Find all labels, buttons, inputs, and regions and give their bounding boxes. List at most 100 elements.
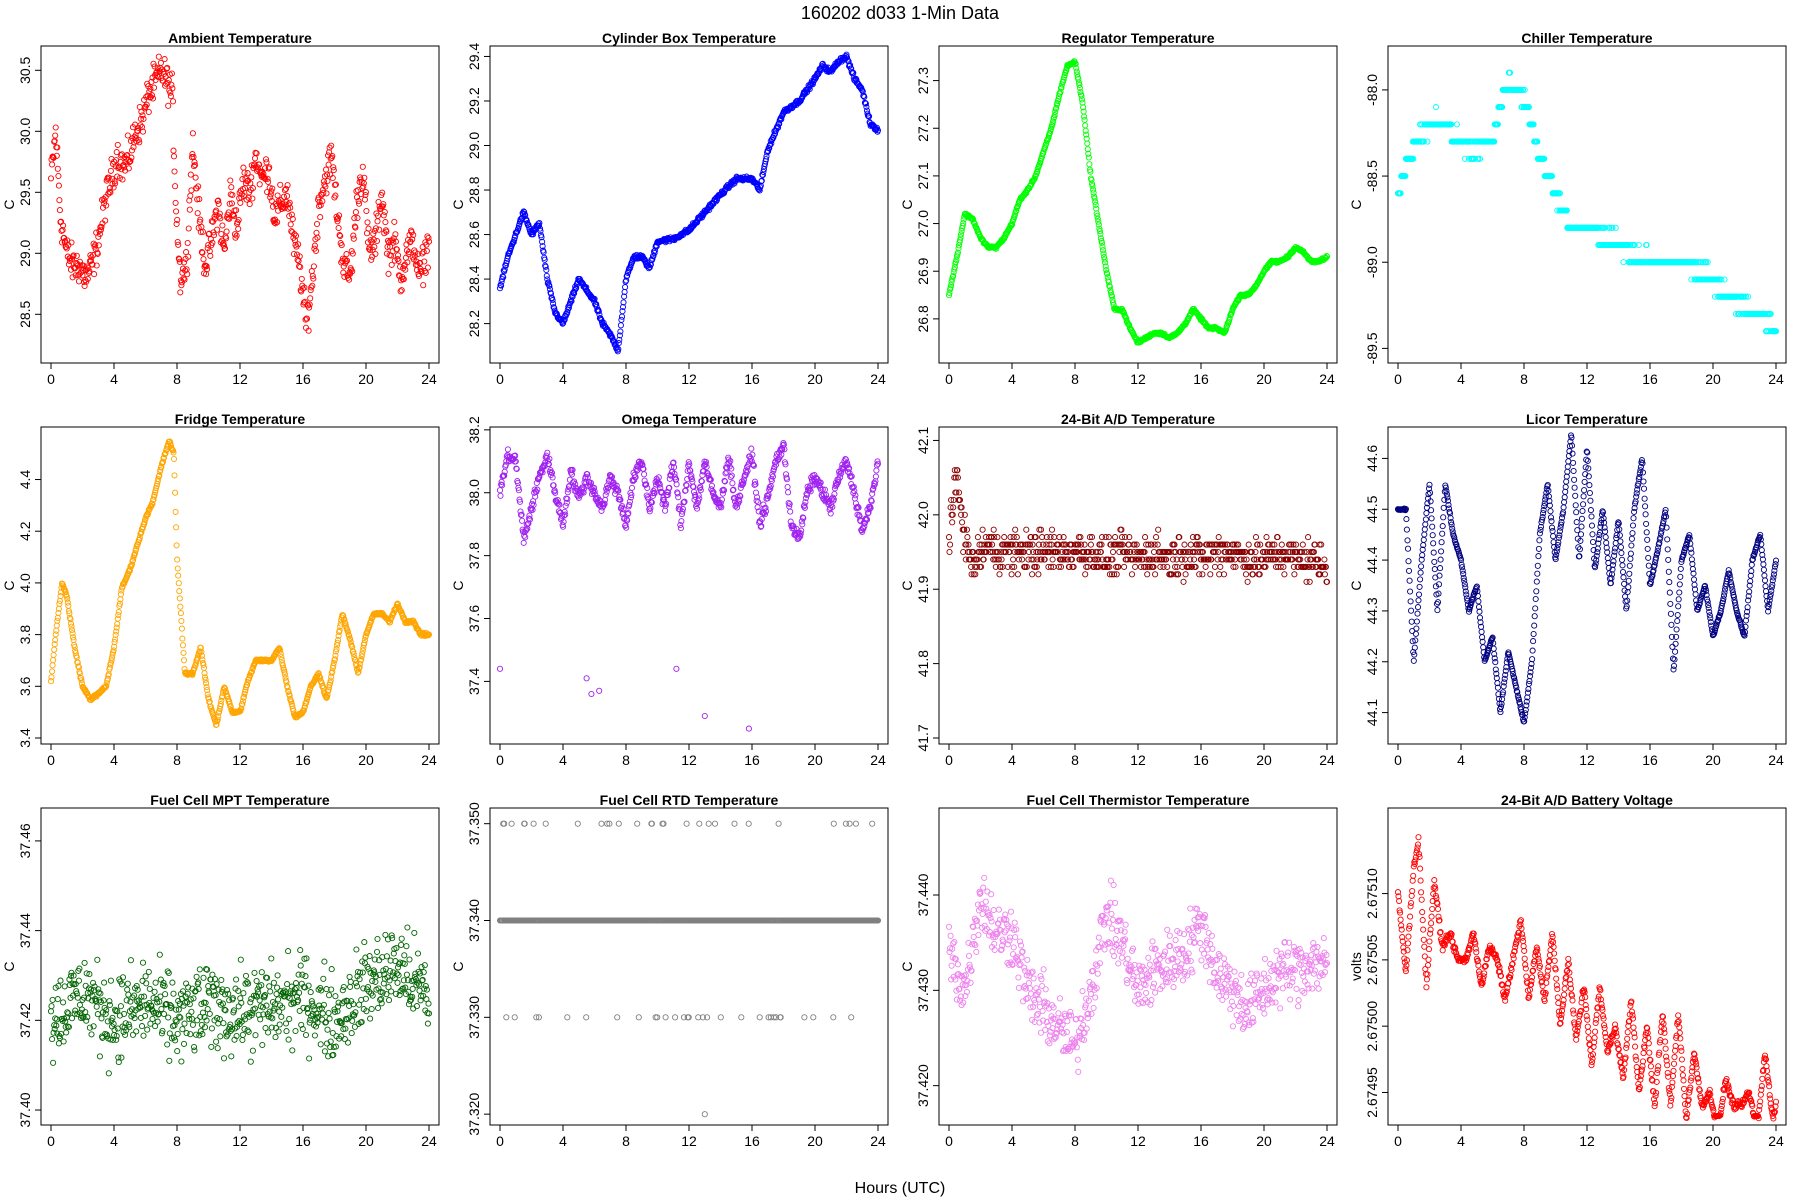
data-point bbox=[767, 141, 774, 148]
data-point bbox=[1055, 96, 1062, 103]
data-point bbox=[326, 149, 333, 156]
data-point bbox=[52, 124, 59, 131]
data-point bbox=[332, 192, 339, 199]
data-point bbox=[393, 246, 400, 253]
y-axis-label: C bbox=[1348, 199, 1364, 209]
x-tick-label: 0 bbox=[945, 371, 953, 387]
data-point bbox=[220, 239, 227, 247]
data-point bbox=[1086, 161, 1093, 168]
data-point bbox=[624, 272, 631, 279]
data-point bbox=[210, 232, 218, 239]
data-point bbox=[360, 183, 367, 190]
data-point bbox=[307, 295, 314, 302]
data-point bbox=[173, 208, 180, 215]
data-point bbox=[95, 242, 102, 249]
data-point bbox=[179, 635, 186, 642]
data-point bbox=[400, 276, 407, 283]
y-axis-label: C bbox=[1, 199, 17, 209]
data-point bbox=[593, 301, 600, 308]
data-point bbox=[112, 180, 119, 187]
data-point bbox=[498, 282, 505, 289]
data-point bbox=[954, 249, 961, 256]
data-point bbox=[1106, 282, 1113, 289]
data-point bbox=[651, 249, 658, 257]
x-tick-label: 12 bbox=[232, 752, 248, 768]
data-point bbox=[1099, 243, 1106, 250]
data-point bbox=[151, 63, 158, 70]
data-point bbox=[945, 534, 953, 541]
x-tick-label: 12 bbox=[681, 371, 697, 387]
x-tick-label: 20 bbox=[1256, 371, 1272, 387]
data-point bbox=[140, 115, 147, 122]
y-tick-label: 37.6 bbox=[466, 605, 482, 632]
data-point bbox=[1008, 571, 1015, 578]
y-tick-label: 37.4 bbox=[466, 668, 482, 695]
data-point bbox=[277, 181, 284, 188]
data-point bbox=[1010, 556, 1017, 563]
x-tick-label: 8 bbox=[1071, 752, 1079, 768]
y-tick-label: 28.2 bbox=[466, 310, 482, 337]
data-points bbox=[496, 51, 882, 355]
data-point bbox=[247, 180, 254, 187]
data-point bbox=[990, 526, 997, 533]
data-point bbox=[54, 144, 61, 151]
data-point bbox=[515, 225, 522, 232]
data-point bbox=[536, 219, 543, 227]
data-point bbox=[1620, 259, 1627, 266]
data-point bbox=[617, 322, 624, 329]
data-point bbox=[364, 219, 371, 226]
data-point bbox=[501, 266, 508, 273]
data-point bbox=[149, 95, 157, 102]
data-point bbox=[748, 445, 755, 452]
data-point bbox=[622, 284, 629, 291]
data-point bbox=[1076, 81, 1083, 88]
data-point bbox=[178, 282, 185, 289]
y-tick-label: 4.4 bbox=[17, 470, 33, 490]
data-point bbox=[768, 140, 775, 147]
data-point bbox=[1091, 195, 1098, 202]
data-point bbox=[134, 127, 141, 134]
data-point bbox=[178, 625, 185, 632]
data-point bbox=[1073, 68, 1080, 75]
data-point bbox=[1182, 556, 1189, 563]
data-point bbox=[298, 288, 305, 295]
x-tick-label: 16 bbox=[744, 371, 760, 387]
data-point bbox=[951, 266, 958, 273]
data-point bbox=[91, 271, 98, 278]
data-point bbox=[365, 225, 372, 232]
data-point bbox=[68, 239, 75, 246]
data-point bbox=[759, 171, 766, 179]
data-point bbox=[55, 172, 62, 180]
data-point bbox=[87, 257, 95, 264]
data-point bbox=[180, 259, 188, 266]
data-point bbox=[56, 197, 63, 204]
data-point bbox=[326, 144, 333, 151]
data-point bbox=[619, 303, 627, 311]
data-point bbox=[107, 167, 114, 174]
data-point bbox=[1095, 221, 1102, 228]
data-point bbox=[1132, 563, 1139, 570]
data-point bbox=[953, 256, 960, 263]
data-point bbox=[371, 243, 378, 250]
data-point bbox=[50, 154, 57, 161]
data-point bbox=[398, 277, 405, 284]
data-point bbox=[404, 259, 411, 266]
data-point bbox=[187, 171, 194, 178]
data-point bbox=[262, 156, 270, 163]
data-point bbox=[58, 227, 65, 234]
data-point bbox=[325, 161, 332, 168]
x-tick-label: 0 bbox=[1394, 371, 1402, 387]
data-point bbox=[1049, 556, 1056, 563]
data-point bbox=[1090, 186, 1097, 193]
data-point bbox=[1009, 221, 1016, 228]
data-point bbox=[539, 238, 546, 245]
data-point bbox=[229, 211, 236, 218]
data-point bbox=[690, 488, 698, 495]
data-point bbox=[185, 225, 192, 232]
data-point bbox=[1112, 534, 1119, 541]
data-point bbox=[650, 252, 657, 259]
data-point bbox=[569, 293, 576, 300]
data-point bbox=[424, 233, 431, 240]
data-point bbox=[317, 202, 324, 209]
